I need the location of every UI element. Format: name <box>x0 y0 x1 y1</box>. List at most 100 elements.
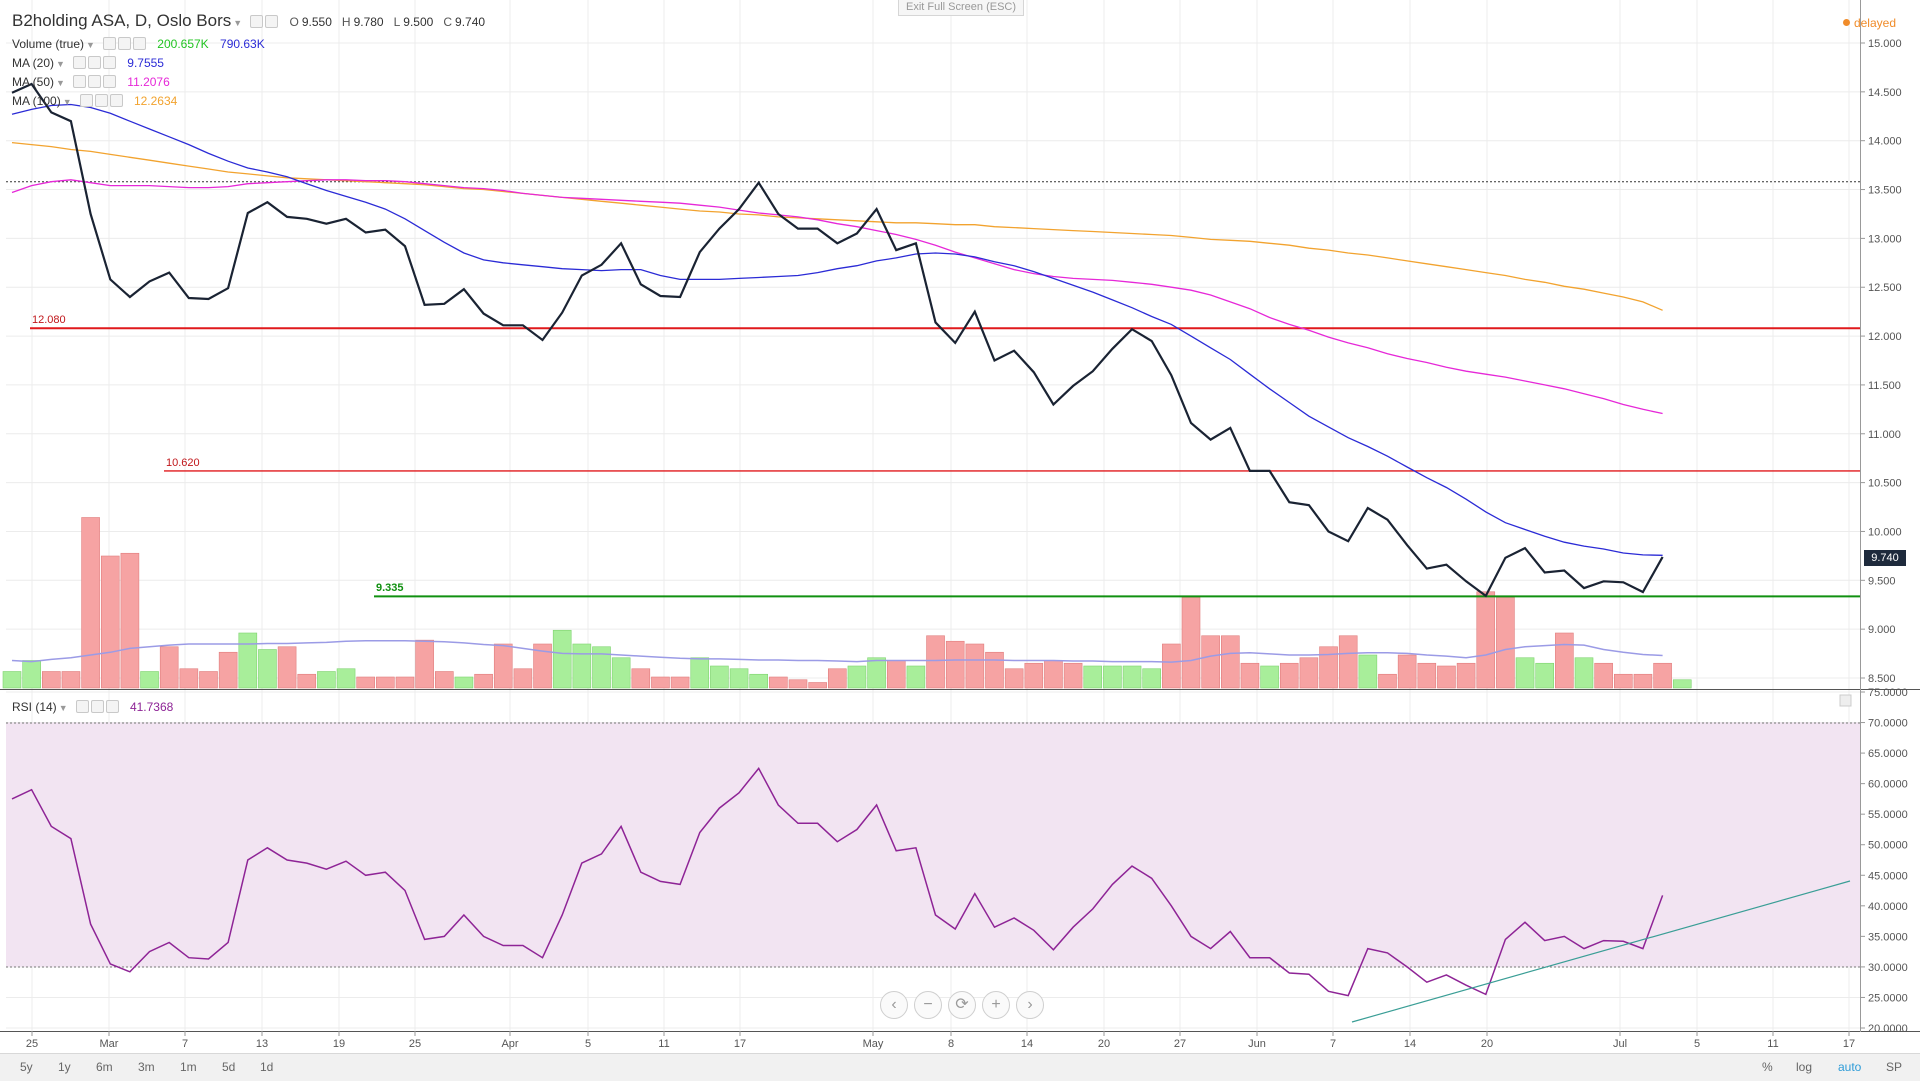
volume-bar <box>336 668 356 689</box>
ma20-label[interactable]: MA (20) <box>12 56 55 70</box>
trend-line[interactable] <box>1351 880 1851 1023</box>
volume-bar <box>533 643 552 689</box>
range-1y[interactable]: 1y <box>58 1060 71 1074</box>
volume-bars <box>2 517 1692 689</box>
x-tick-label: 11 <box>658 1038 669 1050</box>
volume-bar <box>1594 662 1613 689</box>
eye-icon[interactable] <box>75 700 89 713</box>
ma50-line[interactable] <box>11 179 1663 415</box>
volume-label[interactable]: Volume (true) <box>12 37 85 51</box>
chevron-down-icon[interactable]: ▼ <box>233 18 243 28</box>
eye-icon[interactable] <box>102 37 116 50</box>
chevron-left-icon[interactable]: ‹ <box>880 991 908 1019</box>
range-3m[interactable]: 3m <box>138 1060 155 1074</box>
chevron-down-icon[interactable]: ▼ <box>56 78 65 88</box>
x-tick-label: Jul <box>1613 1038 1627 1050</box>
eye-icon[interactable] <box>250 15 264 28</box>
volume-bar <box>41 671 61 689</box>
chevron-right-icon[interactable]: › <box>1016 991 1044 1019</box>
range-5y[interactable]: 5y <box>20 1060 33 1074</box>
gear-icon[interactable] <box>90 700 104 713</box>
plus-icon[interactable]: + <box>982 991 1010 1019</box>
eye-icon[interactable] <box>72 56 86 69</box>
price-tick-label: 12.500 <box>1868 282 1902 294</box>
rsi-band <box>6 722 1860 967</box>
ma100-line[interactable] <box>11 141 1663 311</box>
rsi-tick-label: 60.0000 <box>1868 779 1908 791</box>
chevron-down-icon[interactable]: ▼ <box>58 703 68 713</box>
x-tick-label: 13 <box>256 1038 268 1050</box>
rsi-line[interactable] <box>11 767 1664 997</box>
pane-maximize-icon[interactable] <box>1839 694 1852 707</box>
chart-title[interactable]: B2holding ASA, D, Oslo Bors <box>12 11 232 30</box>
volume-bar <box>1378 673 1397 689</box>
range-1m[interactable]: 1m <box>180 1060 197 1074</box>
gear-icon[interactable] <box>94 94 108 107</box>
hline-label-12080: 12.080 <box>32 314 66 327</box>
horizontal-lines[interactable] <box>30 327 1860 598</box>
percent-toggle[interactable]: % <box>1762 1060 1773 1074</box>
volume-bar <box>179 668 199 689</box>
close-icon[interactable] <box>102 75 116 88</box>
volume-bar <box>926 635 945 689</box>
x-tick-label: Mar <box>100 1038 119 1050</box>
volume-bar <box>1162 643 1181 689</box>
volume-bar <box>1024 662 1044 689</box>
x-tick-label: 20 <box>1481 1038 1493 1050</box>
ma50-label[interactable]: MA (50) <box>12 75 55 89</box>
sp-toggle[interactable]: SP <box>1886 1060 1903 1074</box>
ma20-line[interactable] <box>11 103 1663 556</box>
volume-bar <box>1338 635 1358 689</box>
reset-icon[interactable]: ⟳ <box>948 991 976 1019</box>
x-tick-label: 27 <box>1174 1038 1186 1050</box>
price-line[interactable] <box>11 82 1664 598</box>
low-label: L <box>393 15 401 29</box>
range-1d[interactable]: 1d <box>260 1060 274 1074</box>
price-tick-label: 11.500 <box>1868 380 1901 392</box>
ma20-value: 9.7555 <box>127 56 164 70</box>
rsi-label[interactable]: RSI (14) <box>12 700 57 714</box>
volume-bar <box>434 671 454 689</box>
volume-bar <box>22 660 41 689</box>
gear-icon[interactable] <box>117 37 131 50</box>
rsi-tick-label: 75.0000 <box>1868 687 1908 699</box>
gear-icon[interactable] <box>265 15 279 28</box>
exit-fullscreen-button[interactable]: Exit Full Screen (ESC) <box>898 0 1024 16</box>
volume-bar <box>159 646 179 689</box>
range-5d[interactable]: 5d <box>222 1060 236 1074</box>
range-6m[interactable]: 6m <box>96 1060 113 1074</box>
volume-bar <box>1103 665 1122 689</box>
volume-bar <box>199 671 218 689</box>
x-tick-label: 5 <box>585 1038 591 1050</box>
close-icon[interactable] <box>109 94 123 107</box>
rsi-value: 41.7368 <box>129 700 174 714</box>
x-tick-label: May <box>863 1038 884 1050</box>
close-icon[interactable] <box>105 700 119 713</box>
volume-bar <box>1397 654 1417 689</box>
ma100-label[interactable]: MA (100) <box>12 94 61 108</box>
gear-icon[interactable] <box>87 75 101 88</box>
close-icon[interactable] <box>102 56 116 69</box>
chevron-down-icon[interactable]: ▼ <box>86 40 95 50</box>
volume-bar <box>474 673 493 689</box>
log-toggle[interactable]: log <box>1796 1060 1813 1074</box>
close-icon[interactable] <box>132 37 146 50</box>
chevron-down-icon[interactable]: ▼ <box>56 59 65 69</box>
minus-icon[interactable]: − <box>914 991 942 1019</box>
auto-toggle[interactable]: auto <box>1838 1060 1862 1074</box>
volume-bar <box>277 646 297 689</box>
volume-bar <box>493 643 513 689</box>
open-value: 9.550 <box>301 15 332 29</box>
x-tick-label: 11 <box>1767 1038 1778 1050</box>
chevron-down-icon[interactable]: ▼ <box>62 97 72 107</box>
volume-bar <box>1476 591 1496 689</box>
volume-bar <box>808 682 827 689</box>
eye-icon[interactable] <box>72 75 86 88</box>
gear-icon[interactable] <box>87 56 101 69</box>
eye-icon[interactable] <box>79 94 93 107</box>
volume-bar <box>513 668 533 689</box>
x-tick-label: 19 <box>333 1038 345 1050</box>
volume-bar <box>317 671 336 689</box>
volume-bar <box>376 676 395 689</box>
